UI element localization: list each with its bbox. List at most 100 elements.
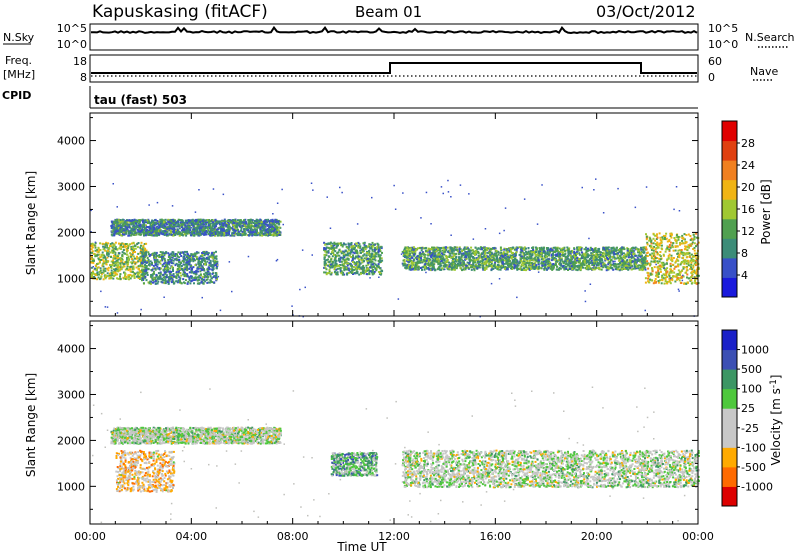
echo-cell [152,226,155,229]
echo-cell [137,265,140,268]
echo-cell [259,224,262,227]
echo-cell [90,255,93,258]
echo-cell [144,247,147,250]
echo-cell [166,230,169,233]
echo-cell [164,282,167,285]
echo-cell [525,262,528,264]
echo-cell [365,264,368,267]
echo-cell [363,246,366,249]
echo-cell [143,234,145,237]
echo-cell [350,246,353,249]
echo-cell [148,263,150,266]
echo-cell [154,260,157,263]
echo-cell [223,230,226,233]
echo-cell [104,260,107,262]
echo-cell [335,245,338,248]
echo-cell [277,232,280,235]
echo-cell [151,219,154,222]
echo-cell [256,234,259,237]
echo-cell [168,222,171,225]
echo-cell [141,265,144,268]
echo-cell [324,266,327,269]
echo-cell [119,226,122,229]
echo-cell [243,230,246,233]
echo-cell [476,260,479,263]
echo-cell [200,280,203,283]
echo-cell [255,220,258,223]
echo-cell [373,258,376,261]
echo-cell [471,266,474,269]
nsky-panel-frame [89,23,699,51]
echo-cell [221,231,224,234]
echo-cell [237,222,240,225]
echo-cell [183,263,186,266]
echo-cell [338,265,341,267]
echo-cell [149,232,152,235]
echo-cell [154,279,157,282]
echo-cell [512,255,515,258]
echo-cell [369,260,372,263]
echo-cell [435,246,438,249]
echo-cell [276,234,279,236]
echo-cell [203,258,206,261]
echo-cell [186,225,189,228]
echo-cell [207,257,210,260]
echo-cell [408,249,411,252]
echo-cell [268,220,271,223]
echo-cell [114,269,117,272]
echo-cell [198,225,200,228]
echo-cell [140,249,143,252]
echo-cell [345,260,348,263]
echo-cell [112,259,115,262]
echo-cell [238,225,241,228]
echo-cell [190,258,193,261]
freq-trace [91,62,697,74]
echo-cell [110,265,112,268]
echo-cell [188,267,191,270]
echo-cell [374,246,377,249]
echo-cell [190,268,193,271]
echo-cell [510,250,513,253]
echo-cell [129,221,132,224]
echo-cell [481,247,484,249]
echo-cell [113,268,115,271]
echo-cell [499,268,502,271]
echo-cell [145,226,148,229]
echo-cell [488,263,491,265]
echo-cell [275,225,278,228]
echo-cell [366,268,369,270]
echo-cell [113,264,116,267]
echo-cell [240,227,243,230]
echo-cell [166,227,169,230]
echo-cell [177,218,180,221]
nsearch-label: N.Search [745,31,795,44]
echo-cell [90,257,93,260]
echo-cell [328,270,331,273]
echo-cell [153,224,156,226]
echo-cell [132,268,135,271]
echo-cell [180,222,182,225]
echo-cell [359,249,362,252]
echo-cell [598,250,601,253]
echo-cell [449,262,452,265]
echo-cell [401,250,404,253]
echo-cell [235,229,238,232]
echo-cell [350,265,353,268]
echo-cell [128,225,131,228]
echo-cell [502,254,505,257]
echo-cell [414,252,417,255]
echo-cell [252,231,255,233]
echo-cell [172,234,175,237]
echo-cell [187,231,190,234]
echo-cell [523,252,525,255]
echo-cell [132,229,135,232]
echo-cell [470,255,473,258]
echo-cell [96,273,99,276]
echo-cell [182,273,185,276]
echo-cell [116,261,119,264]
echo-cell [225,222,228,225]
echo-cell [146,230,149,233]
echo-cell [95,269,98,271]
echo-cell [127,258,130,261]
echo-cell [548,261,551,264]
